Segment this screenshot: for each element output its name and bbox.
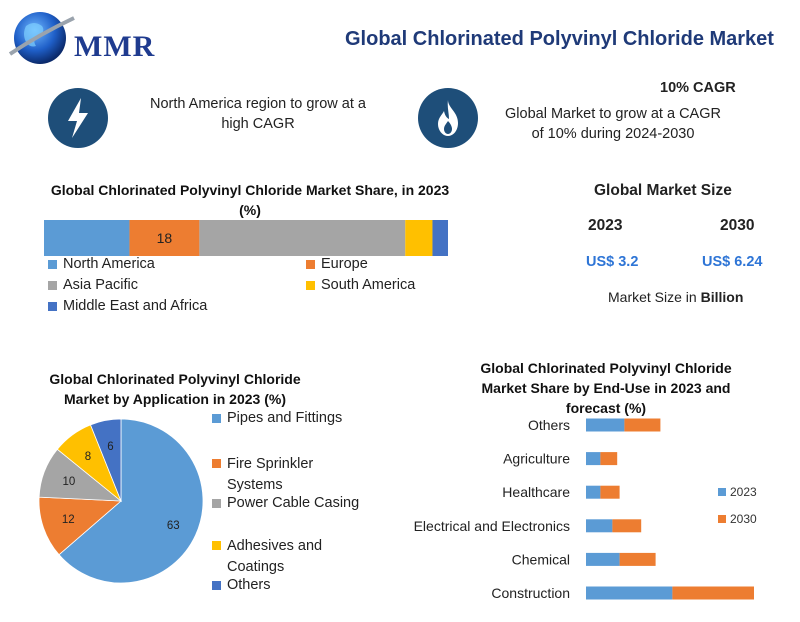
legend-item-others: Others bbox=[212, 577, 271, 593]
legend-swatch bbox=[212, 580, 221, 590]
legend-swatch bbox=[212, 413, 221, 423]
legend-swatch bbox=[212, 459, 221, 468]
region-segment-4 bbox=[432, 220, 448, 256]
legend-swatch-2030 bbox=[718, 515, 726, 523]
highlight-left-badge bbox=[48, 88, 108, 148]
region-share-title: Global Chlorinated Polyvinyl Chloride Ma… bbox=[50, 182, 450, 218]
legend-label: Adhesives and Coatings bbox=[227, 538, 323, 575]
legend-label-2023: 2023 bbox=[730, 485, 757, 499]
region-segment-3 bbox=[405, 220, 433, 256]
pie-slice-label: 12 bbox=[62, 514, 75, 526]
logo-text: MMR bbox=[74, 30, 156, 63]
pie-slice-4 bbox=[90, 418, 122, 502]
legend-swatch bbox=[48, 301, 57, 311]
market-size-title: Global Market Size bbox=[594, 182, 732, 199]
category-label: Electrical and Electronics bbox=[414, 518, 570, 534]
legend-item-europe: Europe bbox=[306, 256, 368, 272]
legend-item-mea: Middle East and Africa bbox=[48, 298, 207, 314]
category-label: Healthcare bbox=[502, 484, 570, 500]
legend-item-south-america: South America bbox=[306, 277, 415, 293]
year-2030: 2030 bbox=[720, 217, 755, 234]
highlight-right-text: Global Market to grow at a CAGR of 10% d… bbox=[505, 106, 721, 142]
bar-2023-3 bbox=[586, 519, 613, 533]
unit-bold: Billion bbox=[700, 289, 744, 305]
legend-label: North America bbox=[63, 256, 155, 272]
category-label: Chemical bbox=[512, 551, 570, 567]
end-use-chart: Others Agriculture Healthcare Electrical an… bbox=[380, 408, 780, 608]
legend-swatch bbox=[212, 498, 221, 508]
pie-slice-label: 63 bbox=[167, 520, 180, 532]
bar-2030-0 bbox=[624, 418, 661, 432]
region-segment-2 bbox=[199, 220, 406, 256]
region-legend: North America Europe Asia Pacific South … bbox=[48, 256, 468, 320]
legend-label-2030: 2030 bbox=[730, 512, 757, 526]
legend-item-north-america: North America bbox=[48, 256, 155, 272]
region-segment-label: 18 bbox=[157, 230, 173, 246]
category-label: Others bbox=[528, 417, 570, 433]
legend-label: South America bbox=[321, 277, 416, 293]
bar-2030-5 bbox=[672, 586, 754, 600]
legend-item-power-cable: Power Cable Casing bbox=[212, 495, 359, 511]
bar-2023-5 bbox=[586, 586, 673, 600]
bar-2030-2 bbox=[600, 485, 620, 499]
bar-2023-2 bbox=[586, 485, 601, 499]
application-pie: 63 12 10 8 6 bbox=[36, 416, 206, 586]
legend-label: Europe bbox=[321, 256, 368, 272]
lightning-icon bbox=[68, 98, 88, 138]
bar-2023-1 bbox=[586, 452, 601, 466]
legend-item-adhesives: Adhesives and Coatings bbox=[212, 536, 347, 578]
value-2023: US$ 3.2 bbox=[586, 254, 639, 270]
flame-icon bbox=[438, 100, 458, 136]
legend-swatch-2023 bbox=[718, 488, 726, 496]
highlight-left-text: North America region to grow at a high C… bbox=[150, 96, 366, 132]
pie-slice-label: 10 bbox=[63, 476, 76, 488]
legend-label: Others bbox=[227, 577, 271, 593]
region-segment-1 bbox=[129, 220, 200, 256]
pie-legend: Pipes and Fittings Fire Sprinkler System… bbox=[212, 410, 392, 600]
cagr-label: 10% CAGR bbox=[660, 80, 736, 96]
unit-prefix: Market Size in bbox=[608, 289, 697, 305]
page-title: Global Chlorinated Polyvinyl Chloride Ma… bbox=[345, 28, 774, 50]
year-2023: 2023 bbox=[588, 217, 623, 234]
bar-2023-4 bbox=[586, 552, 620, 566]
pie-slice-0 bbox=[58, 418, 204, 584]
legend-label: Power Cable Casing bbox=[227, 495, 360, 511]
highlight-right-badge bbox=[418, 88, 478, 148]
legend-swatch bbox=[306, 280, 315, 290]
category-label: Construction bbox=[491, 585, 570, 601]
legend-swatch bbox=[48, 259, 57, 269]
bar-2030-4 bbox=[619, 552, 656, 566]
legend-item-pipes: Pipes and Fittings bbox=[212, 410, 342, 426]
legend-label: Fire Sprinkler Systems bbox=[227, 456, 314, 493]
pie-slice-label: 6 bbox=[107, 441, 113, 453]
region-share-bar: 18 bbox=[44, 220, 448, 256]
legend-label: Asia Pacific bbox=[63, 277, 138, 293]
globe-icon bbox=[8, 12, 75, 64]
legend-swatch bbox=[306, 259, 315, 269]
logo: MMR bbox=[6, 8, 156, 68]
bar-2030-1 bbox=[600, 452, 618, 466]
legend-label: Middle East and Africa bbox=[63, 298, 208, 314]
legend-swatch bbox=[212, 541, 221, 550]
end-use-chart-title: Global Chlorinated Polyvinyl Chloride Ma… bbox=[480, 360, 732, 416]
bar-2030-3 bbox=[612, 519, 642, 533]
legend-item-asia-pacific: Asia Pacific bbox=[48, 277, 138, 293]
region-segment-0 bbox=[44, 220, 130, 256]
legend-swatch bbox=[48, 280, 57, 290]
legend-item-fire-sprinkler: Fire Sprinkler Systems bbox=[212, 454, 337, 496]
legend-label: Pipes and Fittings bbox=[227, 410, 343, 426]
pie-slice-1 bbox=[38, 496, 123, 556]
pie-slice-label: 8 bbox=[85, 451, 91, 463]
bar-2023-0 bbox=[586, 418, 625, 432]
market-size-unit: Market Size in Billion bbox=[608, 289, 743, 305]
application-pie-title: Global Chlorinated Polyvinyl Chloride Ma… bbox=[49, 371, 301, 407]
value-2030: US$ 6.24 bbox=[702, 254, 763, 270]
category-label: Agriculture bbox=[503, 451, 570, 467]
